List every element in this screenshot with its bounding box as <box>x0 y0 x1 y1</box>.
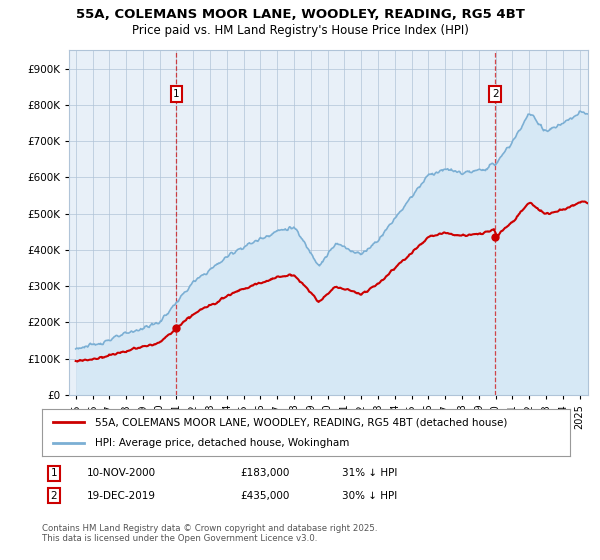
Text: 55A, COLEMANS MOOR LANE, WOODLEY, READING, RG5 4BT: 55A, COLEMANS MOOR LANE, WOODLEY, READIN… <box>76 8 524 21</box>
Text: £183,000: £183,000 <box>240 468 289 478</box>
Text: 19-DEC-2019: 19-DEC-2019 <box>87 491 156 501</box>
Text: 10-NOV-2000: 10-NOV-2000 <box>87 468 156 478</box>
Text: Contains HM Land Registry data © Crown copyright and database right 2025.
This d: Contains HM Land Registry data © Crown c… <box>42 524 377 543</box>
Text: 31% ↓ HPI: 31% ↓ HPI <box>342 468 397 478</box>
Text: £435,000: £435,000 <box>240 491 289 501</box>
Text: 1: 1 <box>173 89 180 99</box>
Text: Price paid vs. HM Land Registry's House Price Index (HPI): Price paid vs. HM Land Registry's House … <box>131 24 469 36</box>
Text: 2: 2 <box>492 89 499 99</box>
Text: 30% ↓ HPI: 30% ↓ HPI <box>342 491 397 501</box>
Text: 55A, COLEMANS MOOR LANE, WOODLEY, READING, RG5 4BT (detached house): 55A, COLEMANS MOOR LANE, WOODLEY, READIN… <box>95 417 507 427</box>
Text: 2: 2 <box>50 491 58 501</box>
Text: HPI: Average price, detached house, Wokingham: HPI: Average price, detached house, Woki… <box>95 438 349 448</box>
Text: 1: 1 <box>50 468 58 478</box>
